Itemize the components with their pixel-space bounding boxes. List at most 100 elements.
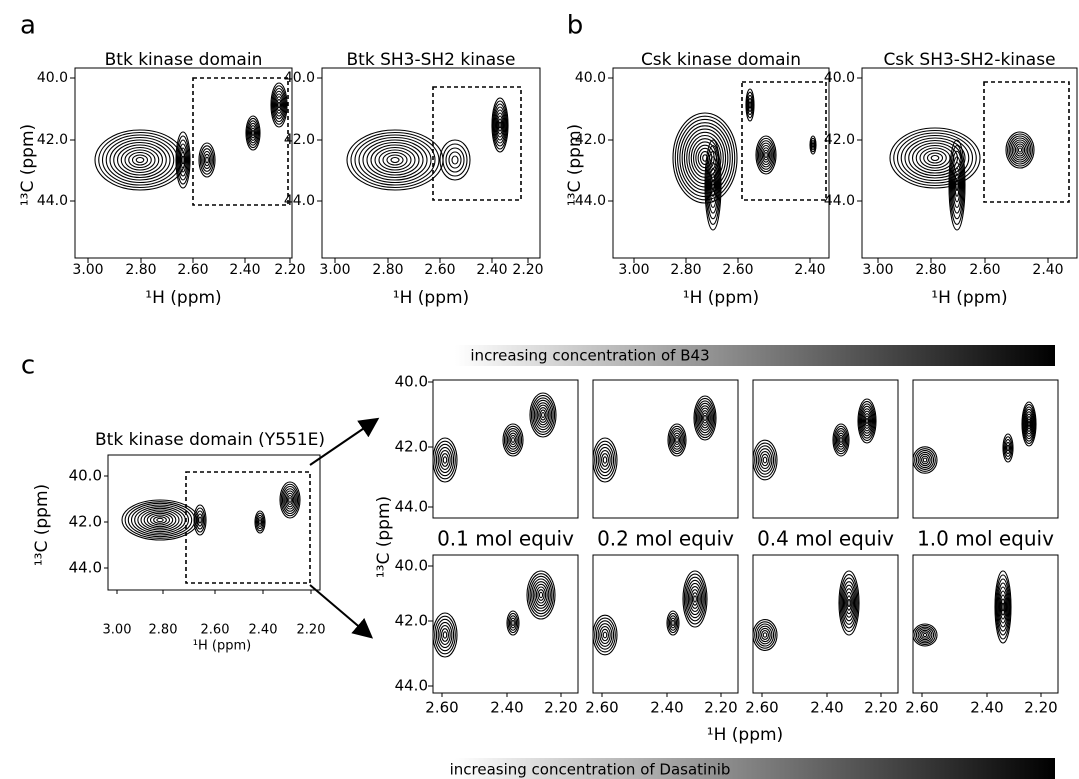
contour [1023, 408, 1035, 440]
panel-label: c [21, 351, 35, 381]
contour [109, 139, 171, 181]
contour [953, 167, 961, 203]
contour [273, 90, 285, 120]
x-tick-label: 2.60 [201, 623, 230, 638]
contour [251, 130, 255, 136]
contour [599, 625, 611, 645]
contour [914, 448, 936, 472]
contour [195, 510, 205, 530]
contour [599, 450, 611, 470]
contour [755, 445, 775, 475]
contour [912, 623, 938, 647]
contour [595, 443, 615, 477]
contour [503, 425, 523, 455]
contour [362, 139, 428, 181]
contour [994, 570, 1012, 644]
x-tick-label: 2.60 [905, 699, 938, 717]
y-tick-label: 42.0 [284, 132, 315, 148]
contour [832, 423, 850, 457]
x-axis-label: ¹H (ppm) [193, 639, 251, 654]
y-tick-label: 40.0 [69, 467, 102, 485]
contour [270, 82, 288, 128]
contour [671, 430, 683, 450]
contour [752, 439, 778, 481]
contour [284, 490, 296, 510]
contour [439, 450, 451, 470]
contour [683, 573, 707, 625]
contour [120, 146, 160, 174]
contour [847, 598, 851, 608]
contour [194, 507, 206, 533]
contour [706, 150, 720, 220]
contour [205, 156, 209, 164]
x-tick-label: 3.00 [862, 262, 893, 278]
x-tick-label: 3.00 [319, 262, 350, 278]
contour [441, 453, 449, 467]
contour [175, 131, 191, 189]
x-tick-label: 2.80 [372, 262, 403, 278]
y-tick-label: 44.0 [395, 677, 428, 695]
contour [254, 510, 266, 534]
x-tick-label: 2.20 [544, 699, 577, 717]
x-tick-label: 2.40 [476, 262, 507, 278]
contour [670, 428, 684, 452]
x-tick-label: 2.60 [745, 699, 778, 717]
contour [1023, 406, 1035, 442]
plot-frame [107, 454, 321, 591]
contour [199, 145, 215, 175]
contour [140, 509, 180, 531]
contour [995, 574, 1011, 640]
contour [526, 570, 556, 620]
x-tick-label: 2.40 [650, 699, 683, 717]
plot-frame [752, 379, 899, 519]
contour [761, 453, 769, 467]
contour [601, 628, 609, 642]
contour [1006, 444, 1010, 452]
contour [203, 153, 211, 167]
contour [535, 402, 551, 428]
contour [697, 402, 713, 434]
panel-label: a [20, 11, 36, 41]
contour [358, 136, 432, 184]
contour [759, 627, 771, 643]
contour [1014, 143, 1026, 157]
x-tick-label: 2.40 [970, 699, 1003, 717]
contour [760, 144, 772, 166]
contour [759, 142, 773, 168]
contour [762, 149, 770, 161]
contour [755, 135, 777, 175]
contour [951, 156, 963, 214]
y-tick-label: 40.0 [395, 373, 428, 391]
contour [699, 407, 711, 429]
y-tick-label: 44.0 [284, 193, 315, 209]
contour [541, 412, 545, 418]
contour [949, 145, 965, 225]
y-axis-label: ¹³C (ppm) [374, 496, 394, 578]
contour [889, 127, 981, 189]
contour [838, 570, 860, 636]
arrow [309, 417, 380, 466]
contour [858, 400, 876, 442]
contour [98, 131, 182, 189]
contour [757, 448, 773, 472]
plot-frame [861, 67, 1078, 259]
contour [921, 631, 929, 639]
contour [1024, 411, 1034, 437]
contour [382, 151, 408, 169]
contour [535, 586, 547, 604]
plot-frame [321, 67, 541, 259]
contour [437, 621, 453, 649]
contour [746, 91, 754, 119]
contour [690, 589, 700, 609]
contour [1005, 131, 1035, 169]
x-tick-label: 2.60 [722, 262, 753, 278]
contour [448, 151, 462, 169]
y-tick-label: 44.0 [824, 193, 855, 209]
contour [923, 149, 947, 167]
contour [747, 94, 753, 116]
x-axis-label: ¹H (ppm) [145, 288, 221, 308]
x-axis-label: ¹H (ppm) [393, 288, 469, 308]
contour [180, 151, 186, 169]
contour [271, 85, 287, 125]
